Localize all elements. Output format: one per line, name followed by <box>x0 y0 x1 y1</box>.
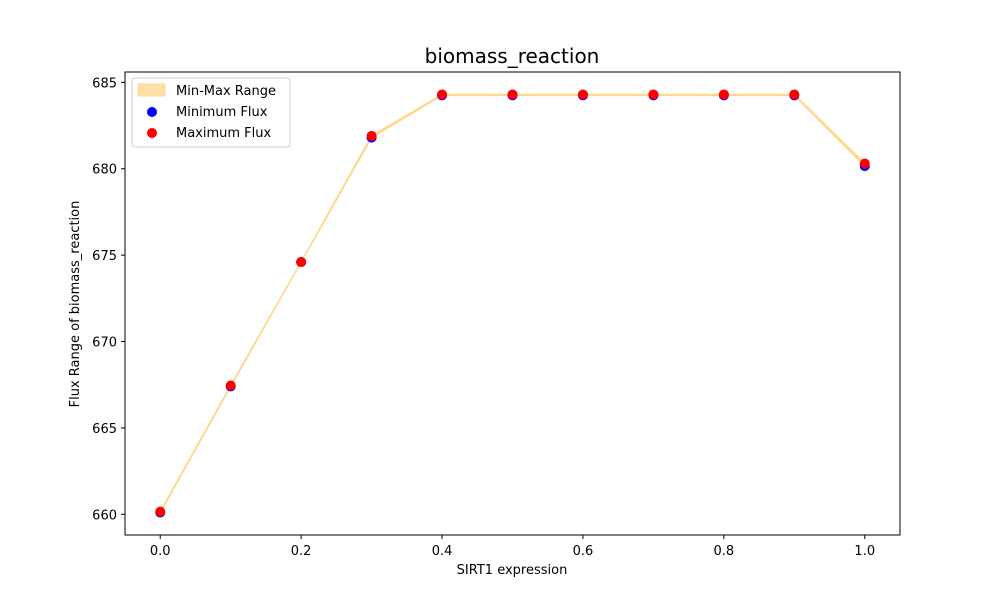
legend-band-swatch <box>137 83 166 97</box>
legend-box <box>131 77 291 148</box>
maximum-flux-point <box>155 506 166 517</box>
x-axis-label: SIRT1 expression <box>457 563 568 578</box>
maximum-flux-point <box>789 89 800 100</box>
x-tick-label: 0.8 <box>714 544 735 559</box>
min-max-band <box>159 93 866 514</box>
legend: Min-Max Range Minimum Flux Maximum Flux <box>131 77 291 148</box>
chart-title: biomass_reaction <box>425 44 600 68</box>
data-points-layer <box>155 89 870 518</box>
min-max-band-layer <box>159 93 866 514</box>
y-tick-label: 685 <box>92 76 117 91</box>
legend-marker-minimum <box>147 107 157 117</box>
maximum-flux-point <box>648 89 659 100</box>
x-tick-label: 0.0 <box>150 544 171 559</box>
x-tick-label: 1.0 <box>854 544 875 559</box>
x-tick-label: 0.4 <box>432 544 453 559</box>
legend-label-band: Min-Max Range <box>176 84 276 99</box>
plot-area-frame <box>124 71 901 536</box>
legend-label-minimum: Minimum Flux <box>176 105 268 120</box>
x-axis-ticks: 0.0 0.2 0.4 0.6 0.8 1.0 <box>150 535 875 559</box>
y-tick-label: 675 <box>92 249 117 264</box>
maximum-flux-point <box>718 89 729 100</box>
maximum-flux-point <box>366 130 377 141</box>
maximum-flux-point <box>859 158 870 169</box>
y-tick-label: 680 <box>92 163 117 178</box>
y-axis-label: Flux Range of biomass_reaction <box>68 201 83 408</box>
y-tick-label: 670 <box>92 336 117 351</box>
y-axis-ticks: 660 665 670 675 680 685 <box>92 76 125 523</box>
y-tick-label: 660 <box>92 508 117 523</box>
legend-label-maximum: Maximum Flux <box>176 126 272 141</box>
maximum-flux-point <box>507 89 518 100</box>
maximum-flux-point <box>296 257 307 268</box>
maximum-flux-point <box>577 89 588 100</box>
maximum-flux-point <box>225 380 236 391</box>
legend-marker-maximum <box>147 128 157 138</box>
x-tick-label: 0.6 <box>573 544 594 559</box>
x-tick-label: 0.2 <box>291 544 312 559</box>
y-tick-label: 665 <box>92 422 117 437</box>
maximum-flux-point <box>437 89 448 100</box>
